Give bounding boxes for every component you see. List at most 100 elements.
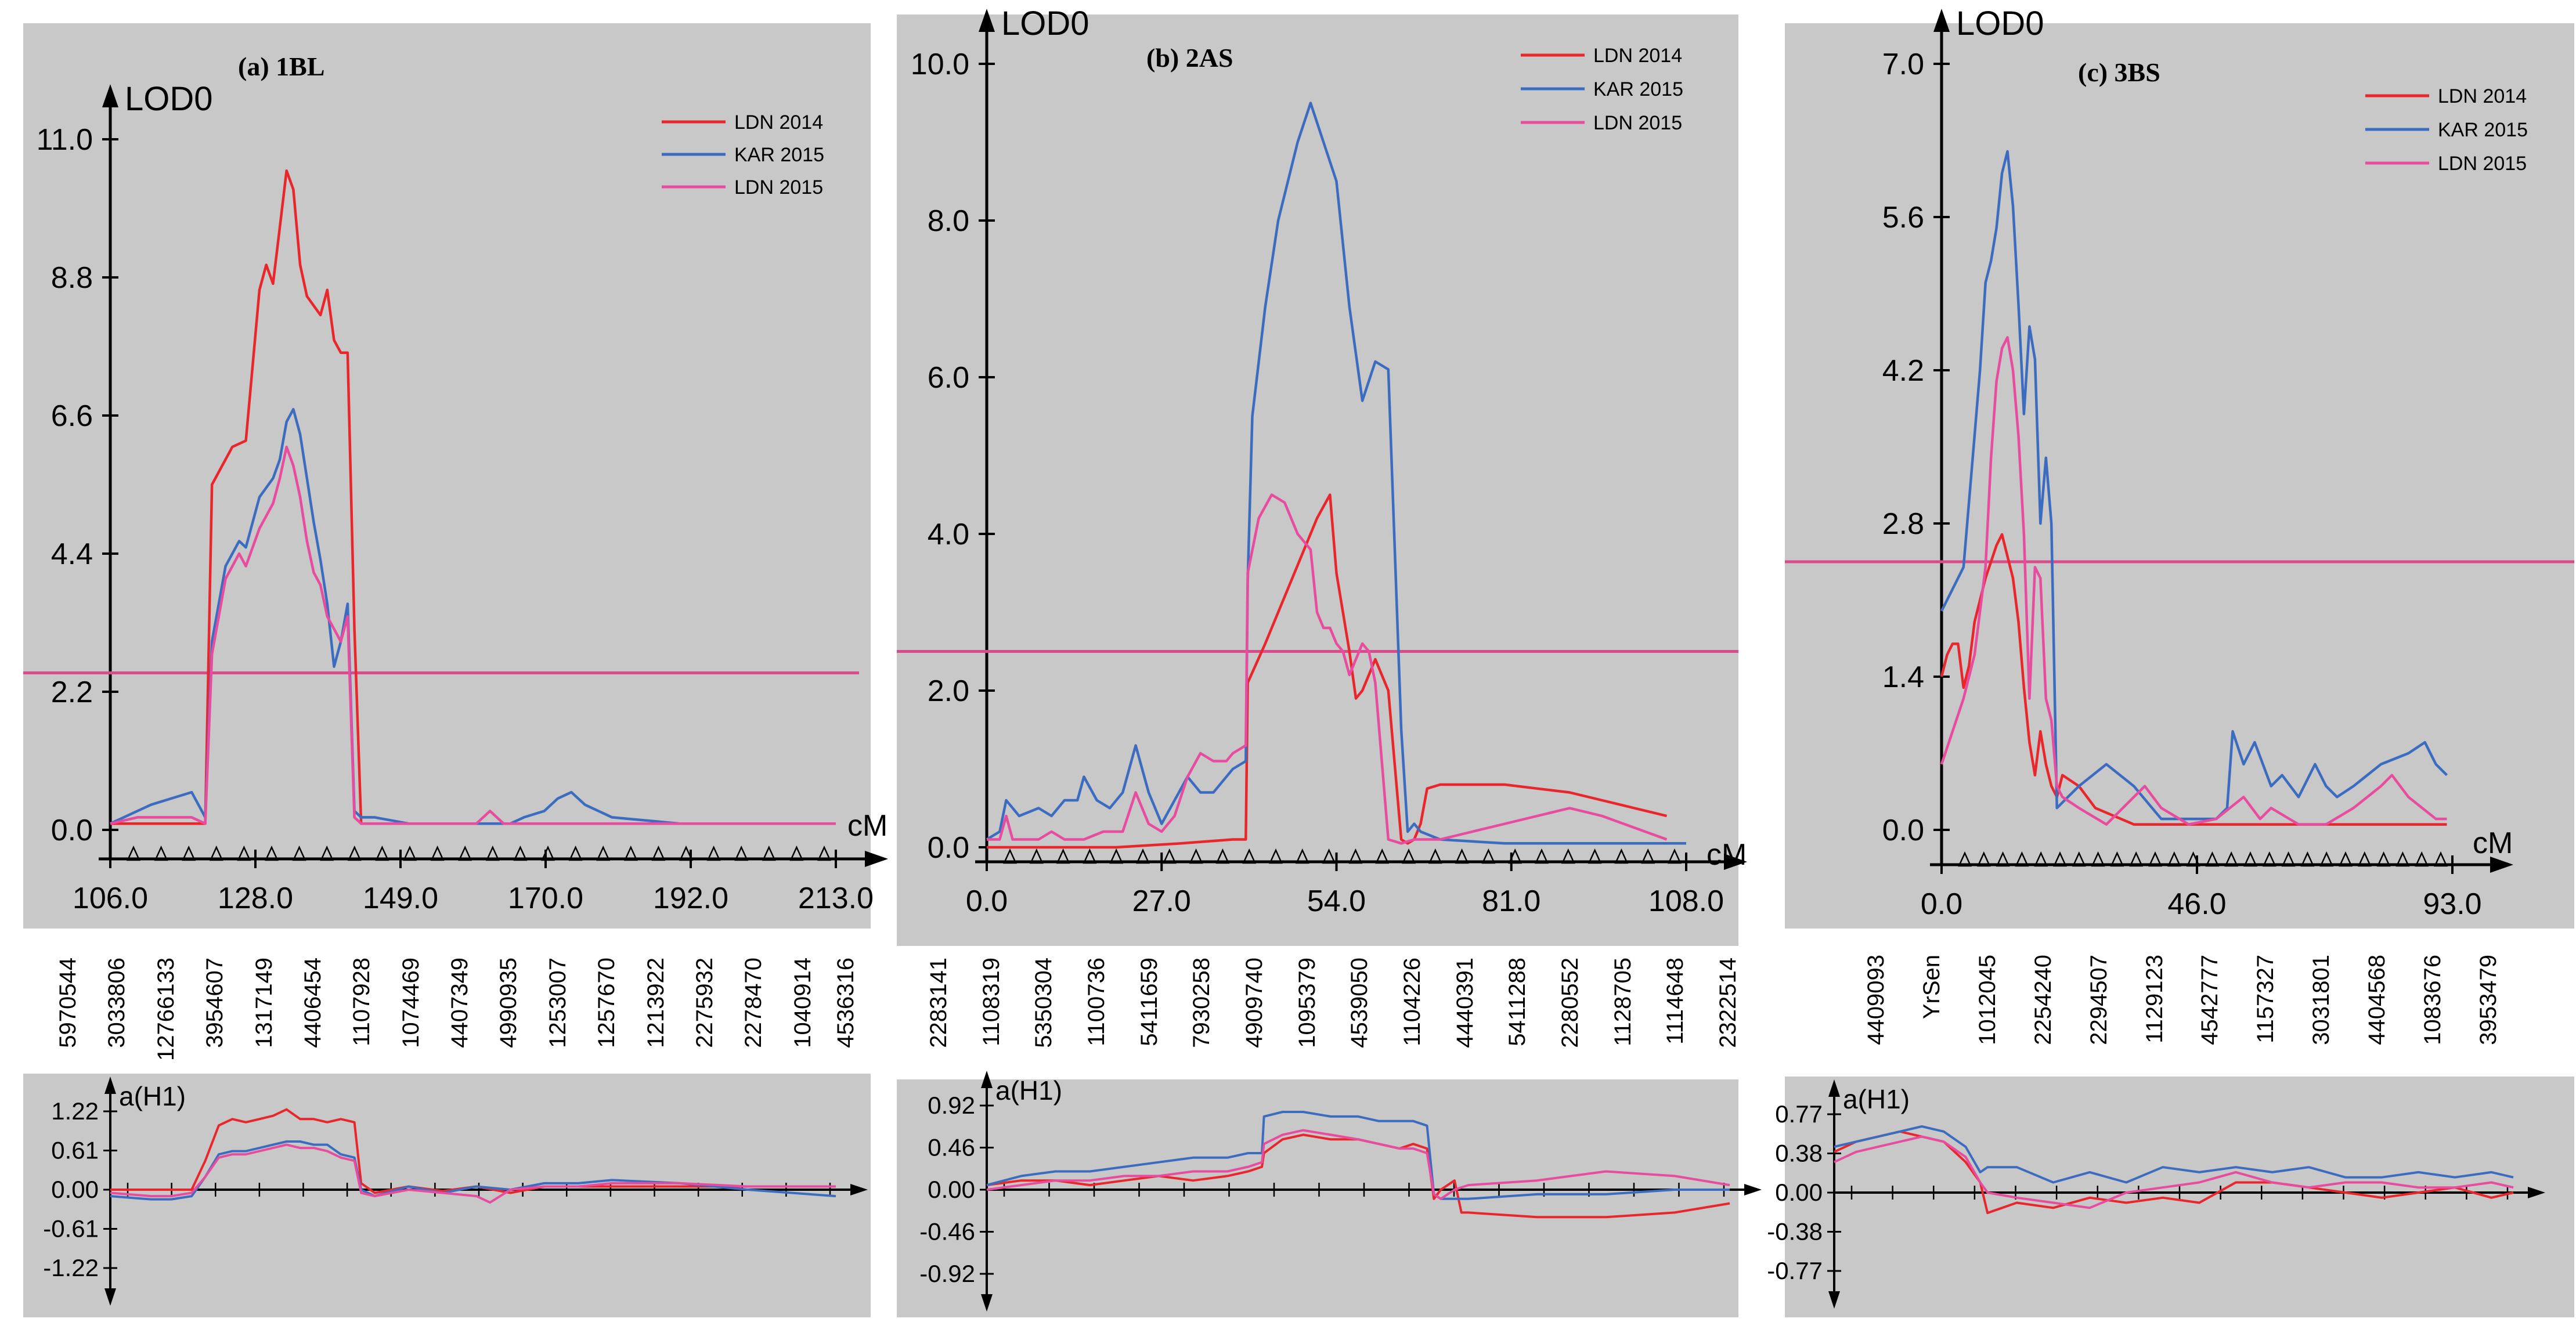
marker-triangle (2395, 851, 2410, 867)
y-tick-label: 4.4 (51, 537, 93, 571)
effect-y-tick-label: 0.77 (1775, 1100, 1823, 1128)
y-axis-label: LOD0 (125, 80, 213, 118)
marker-label: 4990935 (496, 958, 521, 1048)
x-tick-label: 170.0 (508, 882, 583, 915)
marker-triangle (1003, 848, 1017, 864)
legend-label: LDN 2014 (734, 111, 823, 133)
x-tick-label: 0.0 (966, 884, 1008, 918)
y-tick-label: 0.0 (928, 831, 969, 865)
y-axis-arrow (1933, 9, 1950, 32)
marker-triangle (1162, 848, 1177, 864)
panel-1: 0.0 2.2 4.4 6.6 8.8 11.0 106.0 128.0 149.0 170.0 1… (23, 23, 888, 1317)
y-tick-label: 6.6 (51, 399, 93, 433)
marker-triangle (182, 845, 196, 861)
legend-label: KAR 2015 (2438, 119, 2528, 141)
marker-label: 4539050 (1347, 958, 1372, 1048)
effect-y-tick-label: 0.00 (51, 1176, 99, 1203)
y-tick-label: 7.0 (1882, 48, 1924, 81)
effect-y-arrow (981, 1071, 993, 1088)
marker-triangle (2072, 851, 2086, 867)
marker-triangle (2339, 851, 2353, 867)
marker-label: 1040914 (790, 958, 816, 1048)
effect-y-tick-label: 0.38 (1775, 1140, 1823, 1167)
y-tick-label: 2.2 (51, 676, 93, 709)
marker-triangle (209, 845, 223, 861)
marker-triangle (2357, 851, 2372, 867)
y-tick-label: 1.4 (1882, 660, 1924, 694)
panel-title: (c) 3BS (2078, 57, 2160, 87)
y-tick-label: 8.0 (928, 204, 969, 238)
marker-label: 1128705 (1610, 958, 1636, 1046)
marker-triangle (1588, 848, 1602, 864)
marker-triangle (2300, 851, 2315, 867)
marker-label: 5411288 (1505, 958, 1530, 1046)
lod-series-ldn-2014 (1940, 533, 2447, 826)
main-plot-background (23, 23, 871, 929)
y-tick-label: 0.0 (51, 814, 93, 847)
lod-series-kar-2015 (986, 102, 1686, 845)
marker-triangle (513, 845, 528, 861)
marker-label: 1108319 (979, 958, 1004, 1046)
marker-label: 1104226 (1399, 958, 1425, 1046)
marker-triangle (485, 845, 500, 861)
x-tick-label: 27.0 (1132, 884, 1191, 918)
marker-triangle (789, 845, 804, 861)
marker-triangle (762, 845, 776, 861)
x-axis-label: cM (847, 809, 887, 843)
marker-triangle (1668, 848, 1682, 864)
legend-label: KAR 2015 (734, 144, 824, 166)
marker-label: 2294507 (2086, 955, 2112, 1045)
marker-triangle (623, 845, 638, 861)
effect-y-tick-label: -0.38 (1767, 1218, 1823, 1245)
marker-triangle (1056, 848, 1070, 864)
effect-series-ldn-2015 (1834, 1135, 2514, 1209)
marker-label: 3033806 (104, 958, 129, 1048)
marker-label: 1114648 (1662, 958, 1688, 1045)
y-axis-label: LOD0 (1956, 5, 2044, 42)
x-tick-label: 128.0 (218, 882, 293, 915)
x-tick-label: 213.0 (798, 882, 874, 915)
marker-label: 12766133 (153, 958, 179, 1061)
lod-series-ldn-2014 (987, 493, 1668, 849)
x-tick-label: 54.0 (1307, 884, 1366, 918)
marker-triangle (2319, 851, 2334, 867)
marker-label: 1083676 (2420, 955, 2445, 1045)
marker-triangle (1322, 848, 1336, 864)
marker-triangle (2129, 851, 2144, 867)
marker-triangle (1428, 848, 1442, 864)
marker-label: 4440391 (1452, 958, 1478, 1048)
marker-label: 3954607 (202, 958, 228, 1048)
effect-y-tick-label: 0.46 (928, 1134, 975, 1161)
marker-triangle (2034, 851, 2048, 867)
marker-triangle (237, 845, 251, 861)
y-tick-label: 4.2 (1882, 354, 1924, 388)
x-tick-label: 106.0 (73, 882, 148, 915)
y-tick-label: 6.0 (928, 361, 969, 395)
marker-triangle (2015, 851, 2029, 867)
marker-triangle (1269, 848, 1283, 864)
lod-series-kar-2015 (1940, 150, 2448, 821)
marker-label: 4409093 (1863, 955, 1889, 1045)
marker-label: 5411659 (1137, 958, 1162, 1046)
y-tick-label: 5.6 (1882, 201, 1924, 234)
effect-y-tick-label: 0.00 (1775, 1179, 1823, 1206)
marker-label: 3953479 (2476, 955, 2501, 1045)
marker-label: 1257670 (594, 958, 619, 1048)
marker-triangle (1481, 848, 1496, 864)
x-axis-arrow (865, 851, 888, 867)
marker-triangle (1402, 848, 1416, 864)
marker-triangle (1029, 848, 1044, 864)
marker-triangle (1508, 848, 1522, 864)
marker-label: 1100736 (1084, 958, 1109, 1046)
marker-label: 1317149 (251, 958, 277, 1048)
marker-label: 4406454 (300, 958, 326, 1048)
marker-triangle (706, 845, 721, 861)
x-tick-label: 93.0 (2423, 887, 2481, 921)
marker-triangle (1455, 848, 1469, 864)
effect-x-arrow (2528, 1187, 2545, 1198)
marker-label: 1253007 (545, 958, 571, 1048)
marker-triangle (1189, 848, 1203, 864)
marker-label: YrSen (1919, 955, 1944, 1019)
effect-series-kar-2015 (1834, 1125, 2514, 1184)
effect-series-ldn-2015 (986, 1129, 1730, 1200)
